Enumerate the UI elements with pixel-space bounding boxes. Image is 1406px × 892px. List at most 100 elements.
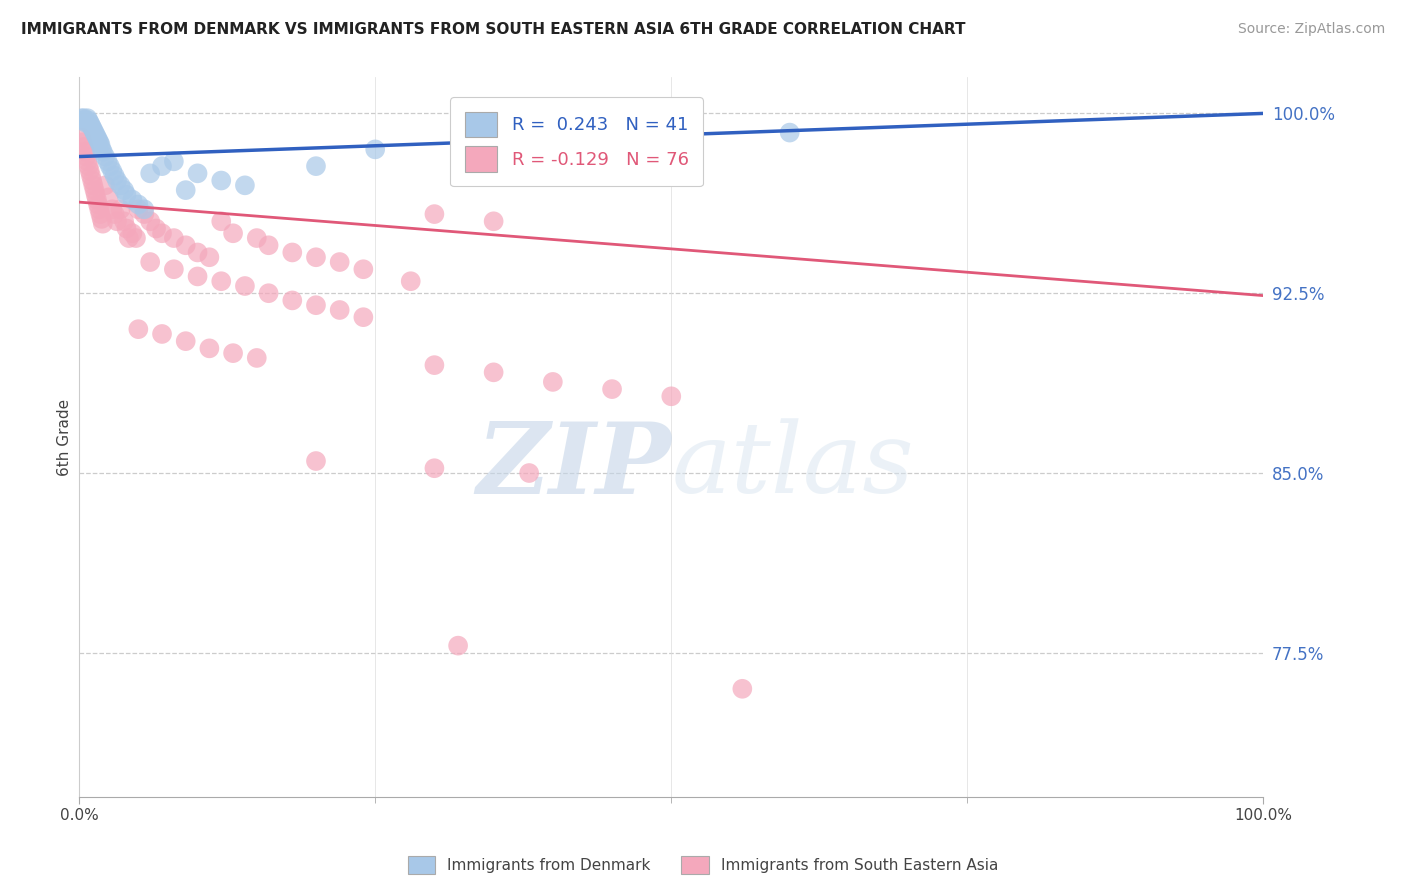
Point (127, 197, 149, 211)
Point (87, 133, 110, 147)
Point (174, 183, 197, 197)
Point (89, 137, 111, 152)
Point (447, 639, 470, 653)
Point (89, 207, 111, 221)
Point (600, 382, 623, 396)
Point (541, 375, 564, 389)
Point (163, 154, 186, 169)
Point (121, 193, 143, 207)
Point (198, 342, 221, 356)
Point (112, 183, 135, 197)
Text: atlas: atlas (671, 418, 914, 514)
Point (127, 322, 149, 336)
Point (83, 126, 105, 140)
Point (125, 231, 148, 245)
Point (115, 221, 138, 235)
Point (139, 166, 162, 180)
Point (174, 238, 197, 252)
Point (659, 389, 682, 403)
Point (139, 255, 162, 269)
Point (150, 159, 173, 173)
Point (187, 245, 209, 260)
Point (73, 113, 96, 128)
Point (73, 112, 96, 126)
Point (139, 214, 162, 228)
Point (399, 274, 422, 288)
Point (82, 173, 104, 187)
Point (75, 150, 97, 164)
Point (97, 190, 120, 204)
Point (281, 293, 304, 308)
Point (187, 269, 209, 284)
Point (72, 113, 94, 128)
Point (83, 183, 105, 197)
Point (79, 164, 101, 178)
Point (72, 135, 94, 149)
Legend: Immigrants from Denmark, Immigrants from South Eastern Asia: Immigrants from Denmark, Immigrants from… (402, 850, 1004, 880)
Point (233, 279, 256, 293)
Point (174, 334, 197, 348)
Point (329, 303, 352, 318)
Point (150, 326, 173, 341)
Point (352, 262, 374, 277)
Point (257, 238, 280, 252)
Point (305, 298, 328, 312)
Point (482, 214, 505, 228)
Point (329, 255, 352, 269)
Point (91, 217, 114, 231)
Text: ZIP: ZIP (477, 417, 671, 514)
Point (423, 207, 446, 221)
Point (96, 154, 118, 169)
Point (90, 142, 112, 156)
Point (305, 250, 328, 264)
Point (73, 145, 96, 159)
Point (233, 178, 256, 193)
Point (104, 169, 127, 183)
Point (98, 159, 121, 173)
Point (82, 123, 104, 137)
Point (121, 227, 143, 241)
Point (70, 112, 93, 126)
Point (101, 164, 124, 178)
Point (281, 245, 304, 260)
Point (101, 202, 124, 217)
Y-axis label: 6th Grade: 6th Grade (58, 399, 72, 475)
Point (150, 227, 173, 241)
Point (198, 250, 221, 264)
Point (94, 178, 117, 193)
Point (423, 461, 446, 475)
Point (91, 145, 114, 159)
Point (82, 120, 104, 135)
Point (73, 140, 96, 154)
Point (257, 286, 280, 301)
Point (163, 262, 186, 277)
Point (222, 227, 245, 241)
Point (246, 351, 269, 365)
Point (105, 173, 128, 187)
Point (89, 202, 111, 217)
Point (86, 130, 108, 145)
Text: IMMIGRANTS FROM DENMARK VS IMMIGRANTS FROM SOUTH EASTERN ASIA 6TH GRADE CORRELAT: IMMIGRANTS FROM DENMARK VS IMMIGRANTS FR… (21, 22, 966, 37)
Point (80, 119, 103, 133)
Point (110, 202, 132, 217)
Point (77, 159, 100, 173)
Point (482, 365, 505, 379)
Point (94, 150, 117, 164)
Point (110, 178, 132, 193)
Point (76, 112, 98, 126)
Point (112, 214, 135, 228)
Point (163, 231, 186, 245)
Point (352, 310, 374, 325)
Point (82, 178, 104, 193)
Point (86, 193, 108, 207)
Point (105, 214, 128, 228)
Point (209, 173, 232, 187)
Point (115, 188, 138, 202)
Point (779, 126, 801, 140)
Point (134, 207, 156, 221)
Point (305, 159, 328, 173)
Point (70, 130, 93, 145)
Point (209, 274, 232, 288)
Point (127, 202, 149, 217)
Point (76, 154, 98, 169)
